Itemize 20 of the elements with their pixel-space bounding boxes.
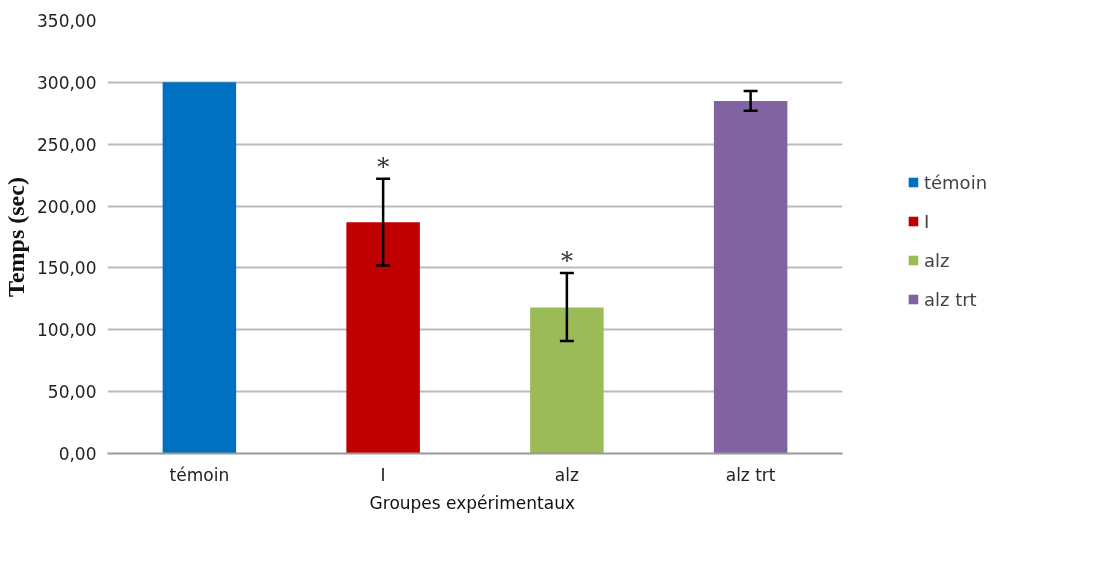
legend-label: I xyxy=(923,210,931,232)
y-axis-title: Temps (sec) xyxy=(3,177,30,297)
y-tick-label: 300,00 xyxy=(37,72,97,93)
x-tick-label: I xyxy=(380,464,386,485)
x-tick-label: alz xyxy=(554,464,579,485)
y-tick-label: 350,00 xyxy=(37,11,97,31)
x-axis-title: Groupes expérimentaux xyxy=(369,492,575,513)
annotation: * xyxy=(377,152,390,181)
legend-label: témoin xyxy=(923,171,988,193)
y-tick-label: 200,00 xyxy=(37,196,97,217)
x-tick-label: alz trt xyxy=(725,464,776,485)
legend-label: alz xyxy=(923,249,950,271)
y-tick-label: 150,00 xyxy=(37,258,97,279)
y-tick-label: 100,00 xyxy=(37,320,97,341)
legend-label: alz trt xyxy=(923,288,977,310)
annotation: * xyxy=(560,246,573,275)
y-tick-label: 0,00 xyxy=(58,444,97,464)
y-tick-label: 50,00 xyxy=(47,382,97,403)
y-tick-label: 250,00 xyxy=(37,134,97,155)
x-tick-label: témoin xyxy=(169,464,230,485)
